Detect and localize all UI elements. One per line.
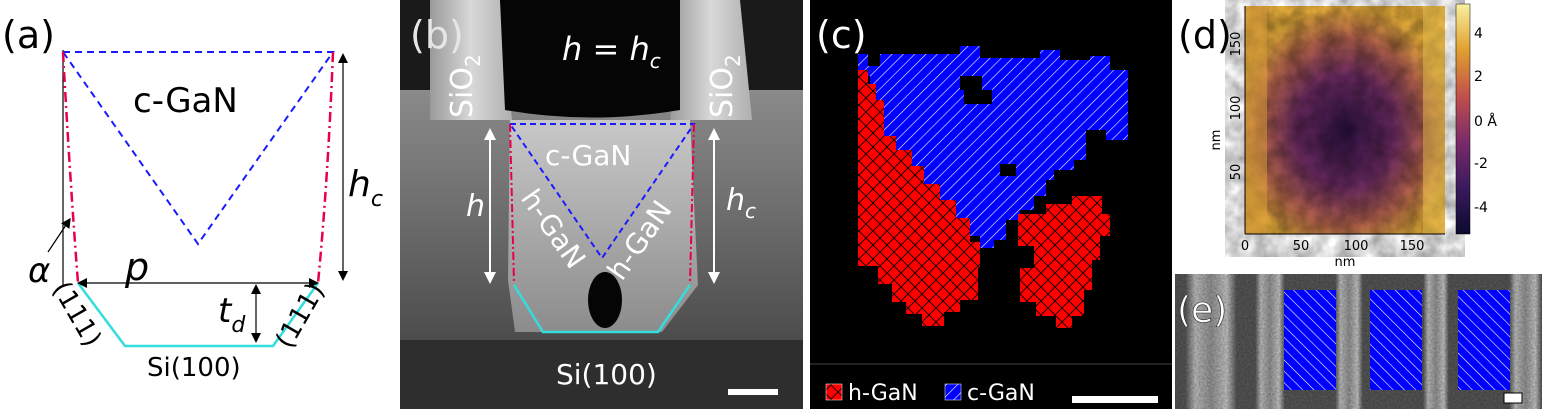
panel-a-label: (a)	[2, 13, 55, 57]
b-si-substrate-label: Si(100)	[556, 358, 657, 391]
h-equals-hc-label: h = hc	[562, 30, 661, 73]
legend-c-gan-swatch	[944, 383, 962, 401]
b-c-gan-triangle	[508, 123, 696, 260]
c-gan-trench	[1370, 290, 1422, 390]
y-axis-label: nm	[1209, 130, 1224, 151]
b-right-sidewall	[689, 123, 695, 284]
colorbar-tick: 2	[1474, 69, 1483, 85]
si-substrate-label: Si(100)	[147, 353, 241, 383]
colorbar-tick: 0 Å	[1474, 113, 1497, 130]
legend-h-gan-label: h-GaN	[848, 381, 918, 406]
b-si-trench-outline	[512, 284, 692, 334]
x-tick: 50	[1293, 239, 1310, 254]
panel-a-svg: (a) c-GaN hc α p td (111) (111) Si(100)	[2, 13, 383, 383]
b-scale-bar	[728, 389, 778, 395]
e-scale-bar	[1503, 392, 1523, 404]
colorbar-tick: -2	[1474, 156, 1488, 172]
x-axis-label: nm	[1335, 255, 1356, 270]
y-tick: 50	[1229, 164, 1244, 181]
panel-c-label: (c)	[816, 13, 867, 57]
right-facet-label: (111)	[270, 278, 331, 354]
y-tick: 150	[1229, 32, 1244, 57]
x-tick: 150	[1400, 239, 1425, 254]
panel-c-phase-map: h-GaN c-GaN (c)	[810, 0, 1172, 409]
legend-c-gan-label: c-GaN	[967, 381, 1035, 406]
alpha-label: α	[28, 251, 50, 291]
alpha-pointer	[47, 217, 71, 253]
c-gan-trench	[1284, 290, 1336, 390]
x-tick: 0	[1241, 239, 1249, 254]
panel-d-afm-map: 4 2 0 Å -2 -4 150 100 50 nm 0 50 100 150…	[1172, 0, 1542, 275]
c-gan-label: c-GaN	[133, 81, 238, 121]
left-sidewall-line	[61, 51, 80, 284]
panel-e-svg: (e)	[1175, 274, 1542, 409]
panel-b-svg: (b) h = hc SiO2 SiO2 c-GaN h-GaN h-GaN h…	[400, 0, 803, 409]
left-sio2-pillar	[430, 0, 512, 120]
hc-label: hc	[348, 164, 383, 212]
b-hc-label: hc	[726, 183, 756, 223]
panel-d-label: (d)	[1178, 13, 1232, 57]
c-gan-region	[858, 46, 1128, 248]
c-gan-trench	[1458, 290, 1510, 390]
p-label: p	[124, 245, 149, 289]
gan-filled-trench	[508, 120, 698, 332]
b-left-sidewall	[509, 123, 515, 284]
h-gan-region-right	[1018, 196, 1110, 328]
panel-c-svg: h-GaN c-GaN (c)	[810, 0, 1172, 409]
x-tick: 100	[1344, 239, 1369, 254]
right-sio2-label: SiO2	[705, 54, 745, 118]
b-h-label: h	[466, 189, 485, 224]
td-label: td	[218, 291, 246, 338]
colorbar-tick: -4	[1474, 200, 1488, 216]
colorbar	[1455, 3, 1471, 235]
h-gan-region-left	[858, 70, 980, 326]
afm-height-map	[1245, 6, 1445, 234]
legend-h-gan-swatch	[825, 383, 843, 401]
c-gan-triangle	[61, 51, 335, 246]
panel-b-label: (b)	[410, 13, 464, 57]
void	[588, 272, 622, 328]
left-sio2-label: SiO2	[445, 54, 485, 118]
right-sidewall-line	[316, 51, 335, 284]
panel-e-label: (e)	[1177, 290, 1227, 331]
panel-a-schematic: (a) c-GaN hc α p td (111) (111) Si(100)	[0, 0, 400, 409]
panel-d-svg: 4 2 0 Å -2 -4 150 100 50 nm 0 50 100 150…	[1178, 3, 1497, 270]
left-facet-label: (111)	[46, 277, 107, 353]
right-sio2-pillar	[670, 0, 752, 120]
c-scale-bar	[1072, 396, 1158, 403]
panel-b-sem-image: (b) h = hc SiO2 SiO2 c-GaN h-GaN h-GaN h…	[400, 0, 803, 409]
y-tick: 100	[1229, 96, 1244, 121]
si-trench-outline	[76, 282, 320, 348]
colorbar-tick: 4	[1474, 26, 1483, 42]
panel-e-sem-overview: (e)	[1175, 274, 1542, 409]
b-c-gan-label: c-GaN	[545, 139, 631, 172]
